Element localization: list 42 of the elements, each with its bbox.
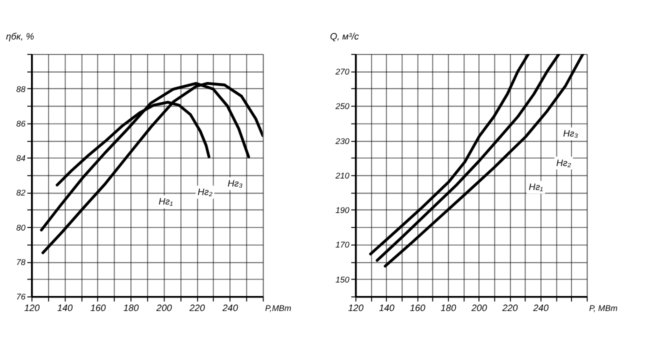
y-tick-label: 250 <box>334 101 350 112</box>
x-tick-label: 140 <box>378 302 396 313</box>
y-tick-label: 86 <box>16 118 26 128</box>
y-tick-label: 82 <box>16 188 26 198</box>
annotation: Hг₂ <box>198 186 213 197</box>
x-axis-title: P, МВт <box>589 302 618 313</box>
x-tick-label: 160 <box>90 302 107 313</box>
y-tick-label: 170 <box>336 240 350 250</box>
line-series <box>369 54 530 256</box>
annotation: Hг₃ <box>228 178 243 188</box>
x-tick-label: 120 <box>348 302 364 313</box>
annotation: Hг₃ <box>563 128 578 139</box>
annotation: Hг₁ <box>528 182 544 192</box>
y-axis-title: ηбк, % <box>6 32 34 42</box>
annotation: Hг₁ <box>158 196 173 207</box>
y-tick-label: 270 <box>334 66 350 76</box>
y-tick-label: 76 <box>16 292 26 302</box>
y-tick-label: 190 <box>336 205 350 216</box>
line-series <box>41 82 263 254</box>
line-series <box>384 54 584 268</box>
x-tick-label: 220 <box>501 302 519 313</box>
y-axis-title: Q, м³/с <box>330 32 360 42</box>
y-tick-label: 84 <box>16 153 26 164</box>
y-tick-label: 150 <box>336 274 350 284</box>
x-tick-label: 160 <box>410 302 426 313</box>
x-tick-label: 220 <box>188 302 206 313</box>
y-tick-label: 230 <box>334 136 350 146</box>
x-tick-label: 200 <box>155 302 173 313</box>
x-tick-label: 240 <box>222 302 239 313</box>
y-tick-label: 210 <box>334 170 350 180</box>
x-axis-title: P,МВт <box>265 302 292 313</box>
x-tick-label: 200 <box>470 302 488 313</box>
y-tick-label: 80 <box>16 222 26 232</box>
x-tick-label: 240 <box>532 302 550 313</box>
x-tick-label: 180 <box>440 302 457 313</box>
annotation: Hг₂ <box>556 158 572 168</box>
line-series <box>56 100 210 186</box>
x-tick-label: 180 <box>123 302 140 313</box>
y-tick-label: 88 <box>16 84 26 94</box>
x-tick-label: 120 <box>24 302 40 313</box>
x-tick-label: 140 <box>57 302 74 313</box>
y-tick-label: 78 <box>16 257 26 268</box>
